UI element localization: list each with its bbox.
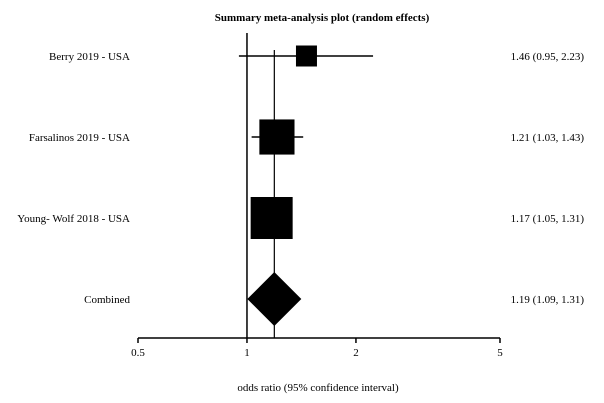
- x-tick-label: 2: [353, 347, 359, 359]
- study-label: Farsalinos 2019 - USA: [29, 132, 130, 144]
- study-marker: [259, 119, 295, 155]
- x-tick-label: 0.5: [131, 347, 145, 359]
- x-tick-label: 5: [497, 347, 503, 359]
- study-label: Young- Wolf 2018 - USA: [17, 213, 130, 225]
- study-marker: [250, 197, 293, 239]
- combined-ci-text: 1.19 (1.09, 1.31): [511, 294, 585, 306]
- x-axis-label: odds ratio (95% confidence interval): [237, 382, 399, 394]
- chart-title: Summary meta-analysis plot (random effec…: [215, 12, 430, 24]
- plot-area: Berry 2019 - USA 1.46 (0.95, 2.23) Farsali…: [17, 33, 584, 359]
- study-ci-text: 1.46 (0.95, 2.23): [511, 51, 585, 63]
- combined-label: Combined: [84, 294, 130, 306]
- study-ci-text: 1.21 (1.03, 1.43): [511, 132, 585, 144]
- combined-diamond: [247, 272, 302, 326]
- study-ci-text: 1.17 (1.05, 1.31): [511, 213, 585, 225]
- study-marker: [295, 45, 317, 67]
- x-tick-label: 1: [244, 347, 250, 359]
- study-label: Berry 2019 - USA: [49, 51, 130, 63]
